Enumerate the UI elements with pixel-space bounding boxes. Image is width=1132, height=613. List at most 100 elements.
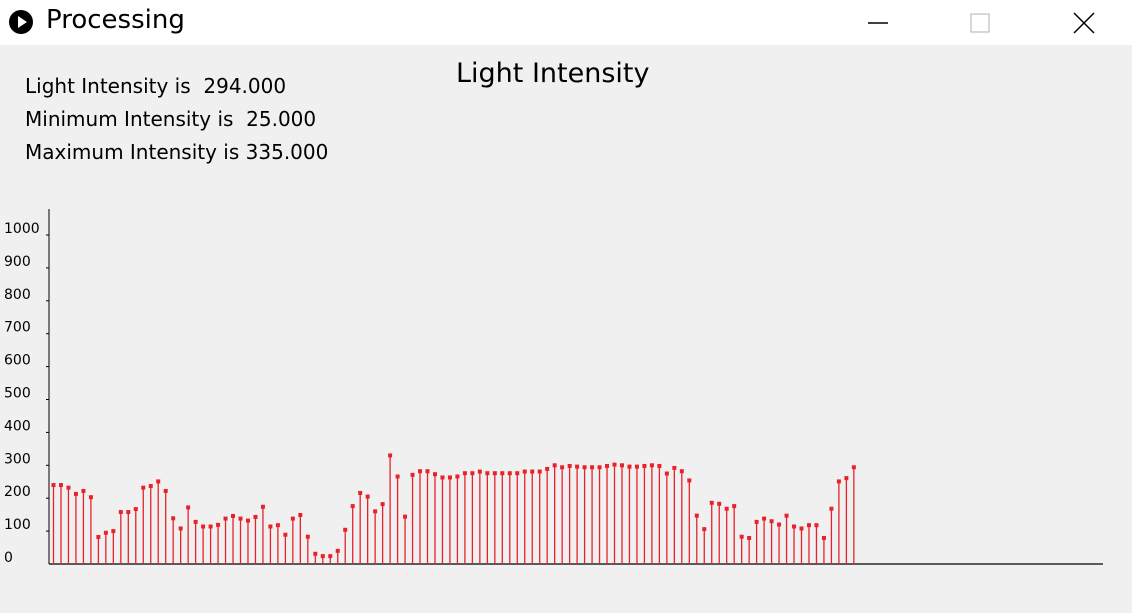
bar-point — [477, 469, 482, 474]
bar-point — [590, 465, 595, 470]
y-tick-label: 300 — [4, 451, 31, 467]
bar-point — [814, 523, 819, 528]
bar-point — [178, 526, 183, 531]
maximize-button[interactable] — [950, 0, 1010, 45]
bar-point — [305, 534, 310, 539]
bar-point — [298, 512, 303, 517]
bar-point — [365, 494, 370, 499]
bar-point — [724, 506, 729, 511]
bar-point — [358, 490, 363, 495]
bar-point — [403, 514, 408, 519]
minimum-intensity-readout: Minimum Intensity is 25.000 — [25, 107, 317, 131]
bar-point — [290, 516, 295, 521]
bar-point — [806, 523, 811, 528]
bar-point — [836, 479, 841, 484]
bar-point — [447, 475, 452, 480]
bar-point — [81, 488, 86, 493]
bar-point — [492, 471, 497, 476]
y-tick-label: 500 — [4, 386, 31, 402]
bar-point — [148, 484, 153, 489]
bar-point — [268, 524, 273, 529]
bar-point — [649, 463, 654, 468]
bar-point — [515, 471, 520, 476]
bar-point — [96, 535, 101, 540]
minimize-button[interactable] — [848, 0, 908, 45]
bar-point — [440, 475, 445, 480]
bar-point — [462, 471, 467, 476]
maximum-intensity-readout: Maximum Intensity is 335.000 — [25, 140, 329, 164]
sketch-canvas: Light Intensity is 294.000 Minimum Inten… — [0, 45, 1132, 613]
y-tick-label: 1000 — [4, 221, 40, 237]
bar-point — [642, 463, 647, 468]
bar-point — [156, 479, 161, 484]
y-tick-label: 600 — [4, 353, 31, 369]
window-titlebar: Processing — [0, 0, 1132, 45]
bar-point — [739, 534, 744, 539]
bar-point — [821, 536, 826, 541]
bar-point — [784, 513, 789, 518]
bar-point — [552, 463, 557, 468]
window-title: Processing — [46, 5, 185, 35]
bar-point — [171, 516, 176, 521]
bar-point — [530, 469, 535, 474]
bar-point — [395, 474, 400, 479]
bar-point — [260, 504, 265, 509]
bar-point — [732, 504, 737, 509]
bar-point — [664, 471, 669, 476]
bar-point — [238, 516, 243, 521]
bar-point — [567, 463, 572, 468]
bar-point — [111, 529, 116, 534]
y-tick-label: 700 — [4, 320, 31, 336]
bar-point — [792, 524, 797, 529]
bar-point — [163, 488, 168, 493]
y-tick-label: 900 — [4, 254, 31, 270]
bar-point — [470, 471, 475, 476]
bar-point — [709, 500, 714, 505]
bar-point — [634, 464, 639, 469]
bar-point — [193, 519, 198, 524]
light-intensity-readout: Light Intensity is 294.000 — [25, 74, 287, 98]
bar-point — [500, 471, 505, 476]
close-button[interactable] — [1054, 0, 1114, 45]
bar-point — [754, 519, 759, 524]
bar-point — [373, 509, 378, 514]
bar-point — [687, 478, 692, 483]
bar-point — [560, 465, 565, 470]
close-icon — [1073, 11, 1095, 34]
bar-point — [216, 522, 221, 527]
bar-point — [350, 504, 355, 509]
bar-point — [388, 453, 393, 458]
bar-point — [537, 469, 542, 474]
bar-point — [253, 514, 258, 519]
bar-point — [231, 513, 236, 518]
bar-point — [335, 548, 340, 553]
bar-point — [320, 554, 325, 559]
bar-point — [507, 471, 512, 476]
bar-point — [186, 505, 191, 510]
bar-point — [313, 551, 318, 556]
bar-point — [694, 513, 699, 518]
bar-point — [425, 469, 430, 474]
bar-point — [844, 476, 849, 481]
minimize-icon — [868, 21, 888, 24]
bar-point — [58, 483, 63, 488]
processing-logo-icon — [9, 10, 33, 34]
bar-point — [605, 463, 610, 468]
bar-point — [829, 506, 834, 511]
bar-point — [66, 485, 71, 490]
bar-point — [627, 464, 632, 469]
bar-point — [657, 463, 662, 468]
bar-point — [672, 465, 677, 470]
y-tick-label: 0 — [4, 550, 13, 566]
bar-point — [208, 524, 213, 529]
bar-point — [777, 522, 782, 527]
bar-point — [522, 469, 527, 474]
bar-point — [245, 518, 250, 523]
bar-point — [118, 510, 123, 515]
bar-point — [851, 465, 856, 470]
bar-point — [769, 519, 774, 524]
intensity-chart: 0 100 200 300 400 500 600 700 800 900 1000 — [4, 209, 1103, 566]
bar-point — [582, 465, 587, 470]
bar-point — [679, 469, 684, 474]
bar-point — [141, 485, 146, 490]
